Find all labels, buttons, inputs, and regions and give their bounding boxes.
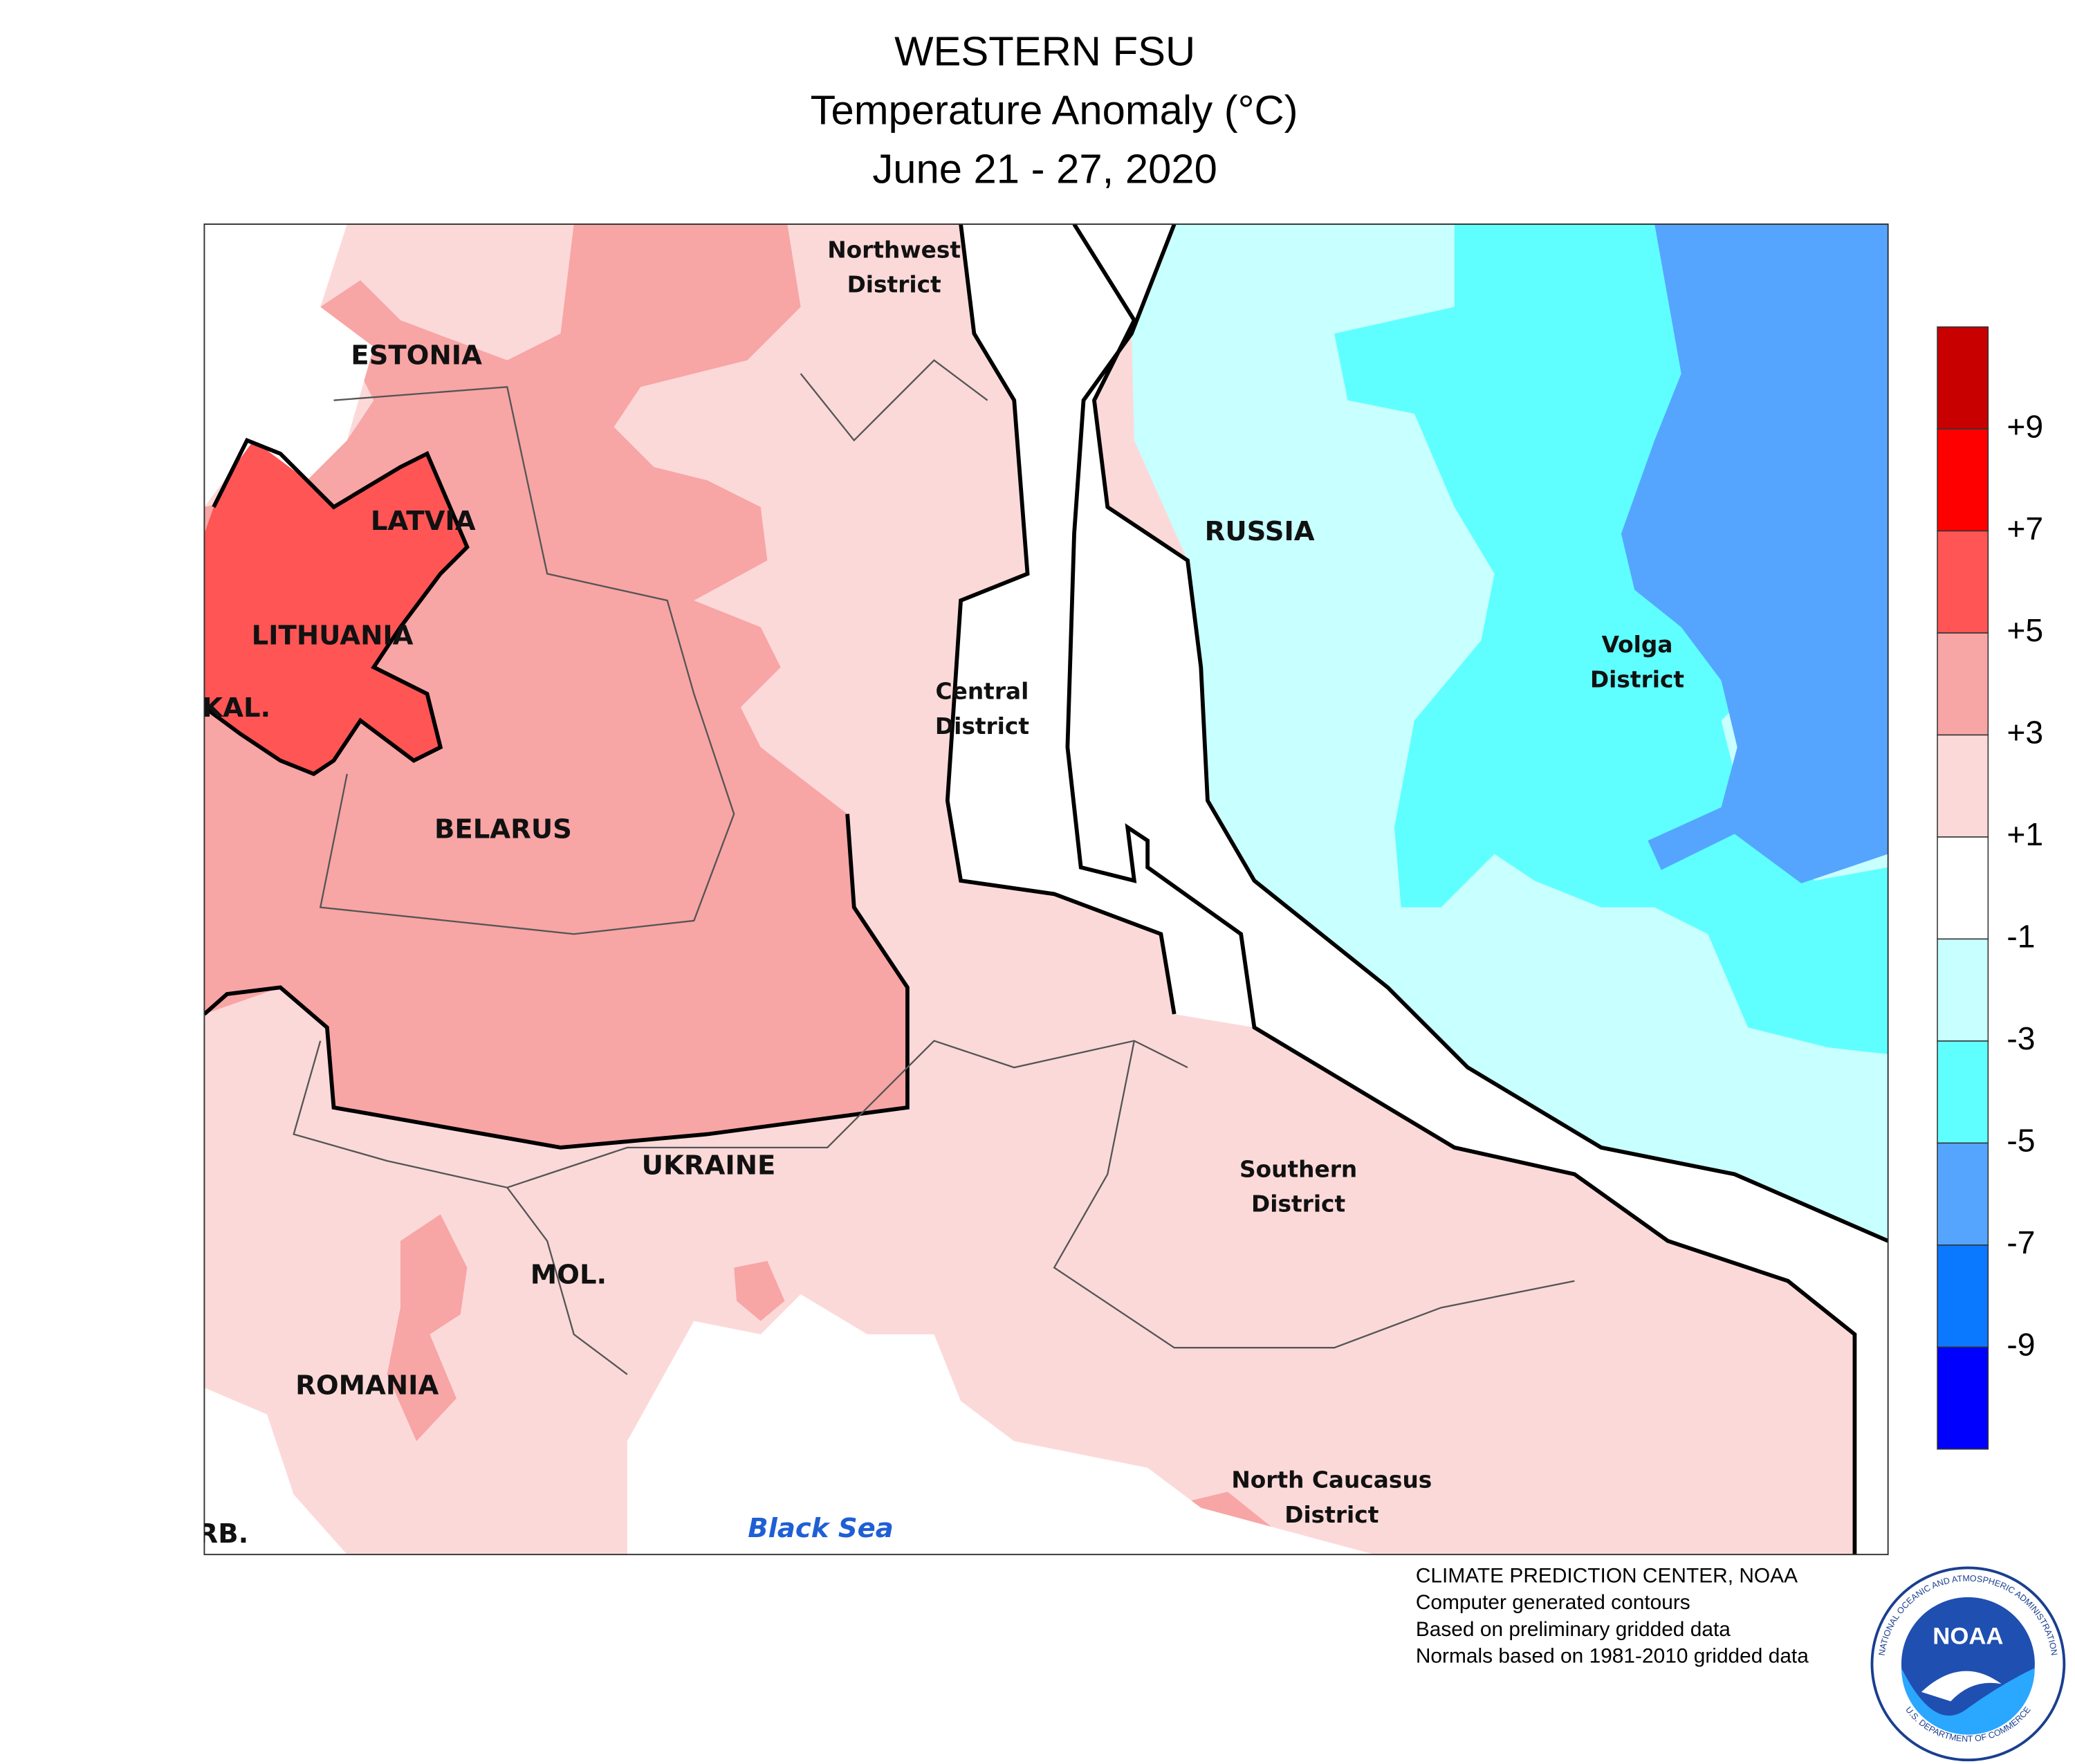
region-label: District: [1590, 666, 1684, 692]
footer-line: Normals based on 1981-2010 gridded data: [1416, 1644, 1809, 1667]
legend-tick-label: +5: [2007, 612, 2043, 648]
sea: [627, 1294, 1375, 1555]
legend-swatch: [1937, 1040, 1989, 1144]
legend-swatch: [1937, 938, 1989, 1042]
sea: [204, 1388, 347, 1555]
anomaly-area: [1334, 224, 1888, 1054]
contour-line: [204, 437, 470, 777]
legend-tick-label: -5: [2007, 1123, 2035, 1159]
anomaly-area: [204, 440, 468, 774]
anomaly-area: [204, 224, 907, 1148]
country-label: LATVIA: [371, 506, 476, 537]
country-label: ROMANIA: [295, 1370, 439, 1402]
country-label: RUSSIA: [1205, 516, 1315, 547]
contour-line: [1065, 224, 1857, 1555]
footer-line: Computer generated contours: [1416, 1591, 1690, 1614]
region-label: District: [1251, 1191, 1345, 1217]
sea: [204, 224, 374, 507]
region-label: Volga: [1602, 632, 1673, 658]
legend-swatch: [1937, 1346, 1989, 1450]
footer-line: CLIMATE PREDICTION CENTER, NOAA: [1416, 1565, 1798, 1588]
legend-swatch: [1937, 530, 1989, 634]
anomaly-area: [1621, 224, 1888, 883]
legend-tick-label: -9: [2007, 1327, 2035, 1363]
contour-line: [1072, 224, 1888, 1243]
legend-tick-label: +3: [2007, 715, 2043, 751]
dates: June 21 - 27, 2020: [872, 145, 1217, 192]
region-label: North Caucasus: [1231, 1467, 1432, 1494]
country-label: ESTONIA: [351, 340, 482, 371]
map-labels: Northwest District ESTONIA LATVIA LITHUA…: [198, 237, 1684, 1550]
subtitle: Temperature Anomaly (°C): [811, 86, 1298, 133]
legend-swatch: [1937, 428, 1989, 532]
anomaly-area: [734, 1260, 785, 1321]
noaa-logo: NOAA NATIONAL OCEANIC AND ATMOSPHERIC AD…: [1870, 1566, 2066, 1762]
country-label: KAL.: [202, 692, 270, 724]
country-label: UKRAINE: [642, 1150, 776, 1181]
footer: CLIMATE PREDICTION CENTER, NOAA Computer…: [1416, 1565, 1809, 1668]
legend-swatch: [1937, 632, 1989, 736]
logo-name: NOAA: [1933, 1623, 2003, 1649]
border: [319, 386, 735, 935]
region-label: District: [847, 271, 941, 297]
legend-tick-label: -7: [2007, 1224, 2035, 1260]
title: WESTERN FSU: [894, 28, 1195, 75]
region-label: District: [935, 713, 1029, 739]
border: [800, 359, 988, 442]
logo-gull: [1921, 1671, 2002, 1702]
map: [204, 224, 1888, 1555]
legend-tick-label: +9: [2007, 408, 2043, 444]
legend-swatch: [1937, 734, 1989, 838]
legend: +9 +7 +5 +3 +1 -1 -3 -5 -7 -9: [1937, 326, 2043, 1450]
country-label: LITHUANIA: [252, 621, 414, 652]
border: [1053, 1040, 1575, 1349]
contour-line: [945, 224, 1177, 1015]
country-label: RB.: [198, 1518, 249, 1550]
country-label: BELARUS: [434, 814, 572, 845]
legend-tick-label: -3: [2007, 1020, 2035, 1056]
country-label: MOL.: [531, 1260, 607, 1291]
legend-swatch: [1937, 1142, 1989, 1246]
region-label: District: [1284, 1502, 1378, 1528]
map-frame: [203, 223, 1889, 1556]
footer-line: Based on preliminary gridded data: [1416, 1618, 1731, 1641]
sea-label: Black Sea: [748, 1513, 894, 1544]
region-label: Central: [936, 679, 1029, 705]
legend-swatch: [1937, 1244, 1989, 1348]
border: [506, 1187, 628, 1375]
logo-wave: [1901, 1668, 2035, 1735]
legend-swatch: [1937, 326, 1989, 430]
contour-line: [204, 814, 910, 1150]
legend-tick-label: +7: [2007, 511, 2043, 546]
region-label: Southern: [1239, 1156, 1357, 1182]
anomaly-area: [947, 224, 1888, 1555]
anomaly-area: [387, 1214, 468, 1442]
border: [293, 1040, 1188, 1188]
legend-tick-label: +1: [2007, 816, 2043, 852]
legend-tick-label: -1: [2007, 919, 2035, 955]
region-label: Northwest: [827, 237, 961, 263]
legend-swatch: [1937, 836, 1989, 940]
